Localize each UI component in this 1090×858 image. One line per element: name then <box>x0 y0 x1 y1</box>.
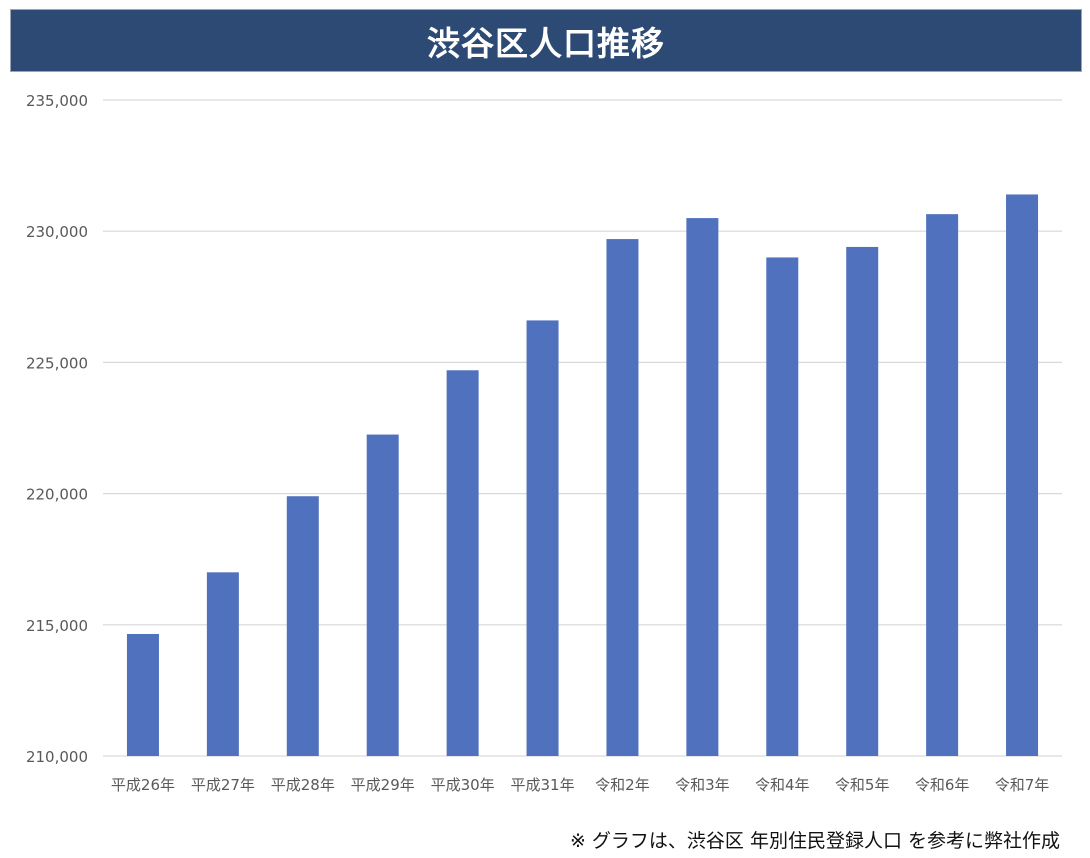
y-tick-label: 220,000 <box>26 486 88 504</box>
x-tick-label: 平成28年 <box>271 776 335 794</box>
x-tick-label: 平成31年 <box>510 776 574 794</box>
source-footnote: ※ グラフは、渋谷区 年別住民登録人口 を参考に弊社作成 <box>569 830 1060 852</box>
y-tick-label: 235,000 <box>26 92 88 110</box>
bar <box>286 496 319 756</box>
bar <box>606 239 639 756</box>
bar <box>366 434 399 756</box>
y-tick-label: 225,000 <box>26 354 88 372</box>
x-tick-label: 令和7年 <box>995 776 1050 794</box>
bar <box>926 214 959 757</box>
bar <box>686 218 719 756</box>
x-tick-label: 令和3年 <box>675 776 730 794</box>
x-tick-label: 平成30年 <box>431 776 495 794</box>
x-tick-label: 令和4年 <box>755 776 810 794</box>
x-tick-label: 平成29年 <box>351 776 415 794</box>
y-tick-label: 230,000 <box>26 223 88 241</box>
x-tick-label: 令和6年 <box>915 776 970 794</box>
bar <box>846 246 879 756</box>
bar <box>446 370 479 756</box>
bar <box>766 257 799 756</box>
x-tick-label: 平成27年 <box>191 776 255 794</box>
bar <box>126 633 159 756</box>
bar <box>1006 194 1039 757</box>
y-tick-label: 215,000 <box>26 617 88 635</box>
bar <box>526 320 559 756</box>
x-tick-label: 令和2年 <box>595 776 650 794</box>
bar <box>206 572 239 756</box>
chart-title-banner: 渋谷区人口推移 <box>10 9 1082 72</box>
y-tick-label: 210,000 <box>26 748 88 766</box>
chart-title: 渋谷区人口推移 <box>427 23 665 63</box>
x-tick-label: 平成26年 <box>111 776 175 794</box>
x-tick-label: 令和5年 <box>835 776 890 794</box>
